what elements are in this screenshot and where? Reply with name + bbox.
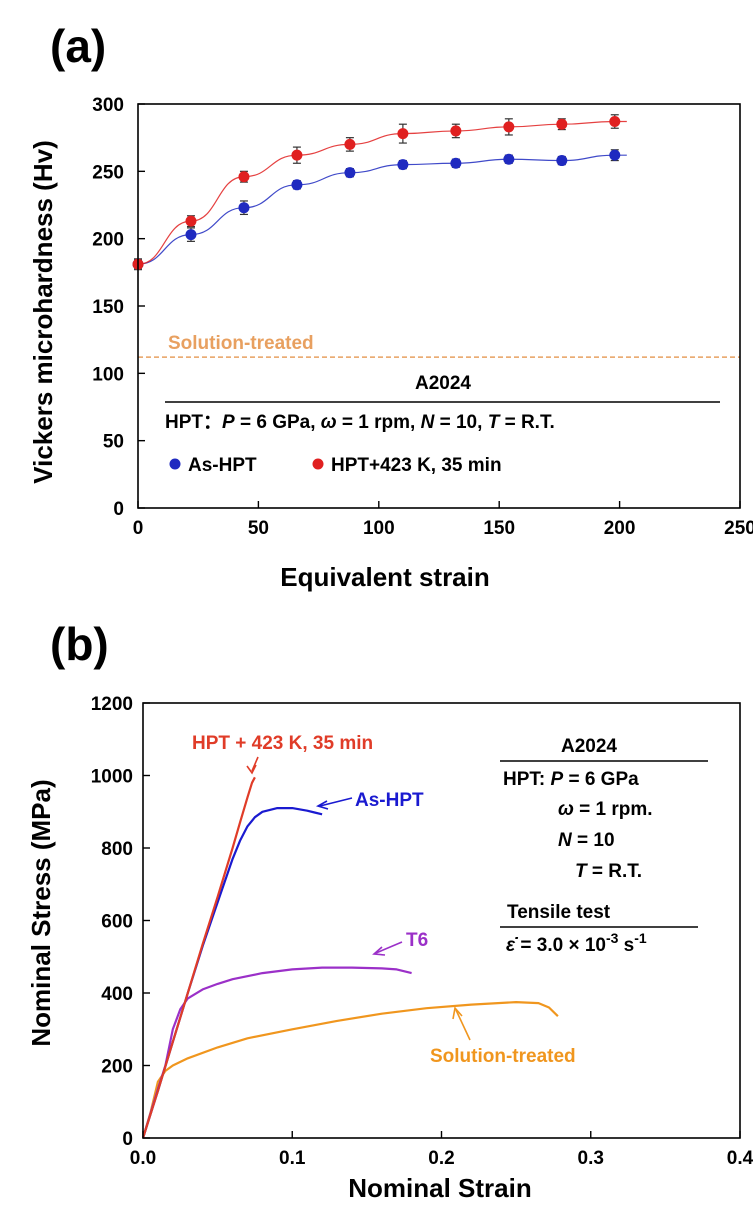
legend-marker-hpt-423k <box>312 458 324 470</box>
panel-b-y-tick-label: 600 <box>101 912 133 933</box>
panel-a-x-tick-label: 200 <box>604 518 636 539</box>
panel-a-data-point-0 <box>450 157 462 169</box>
panel-a-x-tick-label: 50 <box>248 518 269 539</box>
panel-b-x-tick-label: 0.1 <box>279 1148 306 1169</box>
panel-b-x-tick-label: 0.4 <box>727 1148 753 1169</box>
arrow-hpt-423k <box>251 756 259 772</box>
panel-a-y-tick-label: 50 <box>103 432 124 453</box>
panel-a-data-point-0 <box>238 202 250 214</box>
panel-b-ticks: 0.0 0.1 0.2 0.3 0.4 0 200 400 600 800 1000 1200 <box>91 694 753 1169</box>
legend-label-hpt-423k: HPT+423 K, 35 min <box>331 455 502 476</box>
panel-a-material-label: A2024 <box>415 373 471 394</box>
panel-b-test-title: Tensile test <box>507 902 611 923</box>
panel-a-y-tick-label: 250 <box>92 162 124 183</box>
arrowhead-as-hpt <box>315 800 329 810</box>
panel-b-material-label: A2024 <box>561 736 617 757</box>
panel-a-y-tick-label: 0 <box>113 499 124 520</box>
panel-a-y-tick-label: 300 <box>92 95 124 116</box>
panel-b-y-tick-label: 400 <box>101 984 133 1005</box>
panel-a-x-tick-label: 150 <box>483 518 515 539</box>
panel-b-y-tick-label: 1200 <box>91 694 133 715</box>
panel-a-x-tick-label: 100 <box>363 518 395 539</box>
panel-a-fit-curve-1 <box>137 120 627 265</box>
panel-a: (a) Vickers microhardness (Hv) Equivalen… <box>28 20 753 592</box>
legend-label-as-hpt: As-HPT <box>188 455 257 476</box>
panel-b-rotation-line: ω = 1 rpm. <box>558 799 653 820</box>
panel-b-y-tick-label: 0 <box>122 1129 133 1150</box>
panel-a-data-point-1 <box>503 121 515 133</box>
panel-a-data-point-0 <box>503 153 515 165</box>
panel-b-y-tick-label: 200 <box>101 1057 133 1078</box>
arrow-as-hpt <box>319 797 353 807</box>
panel-a-condition-text: HPT：P = 6 GPa, ω = 1 rpm, N = 10, T = R.… <box>165 412 555 433</box>
label-t6: T6 <box>406 930 428 951</box>
panel-b: (b) Nominal Stress (MPa) Nominal Strain … <box>26 618 753 1203</box>
panel-b-plot-frame <box>142 702 741 1139</box>
label-as-hpt: As-HPT <box>355 790 424 811</box>
panel-b-x-axis-title: Nominal Strain <box>348 1173 531 1203</box>
panel-a-data-point-0 <box>291 179 303 191</box>
panel-b-curve-3 <box>141 1001 559 1139</box>
panel-a-data-point-0 <box>609 149 621 161</box>
label-hpt-423k: HPT + 423 K, 35 min <box>192 733 373 754</box>
panel-b-x-tick-label: 0.0 <box>130 1148 156 1169</box>
panel-b-temperature-line: T = R.T. <box>575 861 642 882</box>
panel-b-curve-2 <box>141 966 412 1139</box>
panel-b-curve-0 <box>141 776 256 1139</box>
panel-a-data-point-0 <box>185 229 197 241</box>
panel-a-plot-frame <box>137 103 741 509</box>
panel-b-marks <box>141 776 559 1139</box>
panel-a-ticks: 0 50 100 150 200 250 0 50 100 150 200 250 300 <box>92 95 753 539</box>
panel-a-data-point-0 <box>556 155 568 167</box>
panel-a-y-tick-label: 200 <box>92 230 124 251</box>
panel-b-x-tick-label: 0.3 <box>578 1148 604 1169</box>
panel-b-y-axis-title: Nominal Stress (MPa) <box>26 779 56 1046</box>
panel-b-turns-line: N = 10 <box>558 830 615 851</box>
panel-a-data-point-1 <box>450 125 462 137</box>
solution-treated-line-label: Solution-treated <box>168 333 314 354</box>
panel-a-data-point-0 <box>344 167 356 179</box>
panel-a-data-point-1 <box>344 138 356 150</box>
panel-a-data-point-1 <box>397 128 409 140</box>
panel-a-y-axis-title: Vickers microhardness (Hv) <box>28 140 58 483</box>
panel-a-label: (a) <box>50 20 106 72</box>
panel-a-y-tick-label: 150 <box>92 297 124 318</box>
panel-a-data-point-1 <box>556 118 568 130</box>
panel-a-marks <box>132 114 740 358</box>
arrowhead-solution-treated <box>452 1006 463 1020</box>
panel-a-data-point-1 <box>291 149 303 161</box>
panel-a-fit-curve-0 <box>137 154 627 265</box>
panel-b-label: (b) <box>50 618 109 670</box>
arrow-t6 <box>375 941 403 954</box>
label-solution-treated: Solution-treated <box>430 1046 576 1067</box>
panel-a-data-point-1 <box>609 116 621 128</box>
panel-b-x-tick-label: 0.2 <box>428 1148 454 1169</box>
panel-b-y-tick-label: 800 <box>101 839 133 860</box>
panel-b-curve-1 <box>141 807 323 1139</box>
panel-a-data-point-1 <box>238 171 250 183</box>
arrow-solution-treated <box>455 1009 471 1041</box>
panel-a-data-point-0 <box>397 159 409 171</box>
panel-a-y-tick-label: 100 <box>92 364 124 385</box>
arrowhead-hpt-423k <box>246 764 257 775</box>
panel-a-x-tick-label: 250 <box>724 518 753 539</box>
panel-b-strain-rate: ε̇ = 3.0 × 10-3 s-1 <box>506 930 647 956</box>
arrowhead-t6 <box>372 946 386 956</box>
panel-a-x-tick-label: 0 <box>133 518 144 539</box>
panel-a-data-point-1 <box>185 215 197 227</box>
panel-a-x-axis-title: Equivalent strain <box>280 562 490 592</box>
panel-b-y-tick-label: 1000 <box>91 767 133 788</box>
legend-marker-as-hpt <box>169 458 181 470</box>
panel-b-pressure-line: HPT: P = 6 GPa <box>503 769 639 790</box>
